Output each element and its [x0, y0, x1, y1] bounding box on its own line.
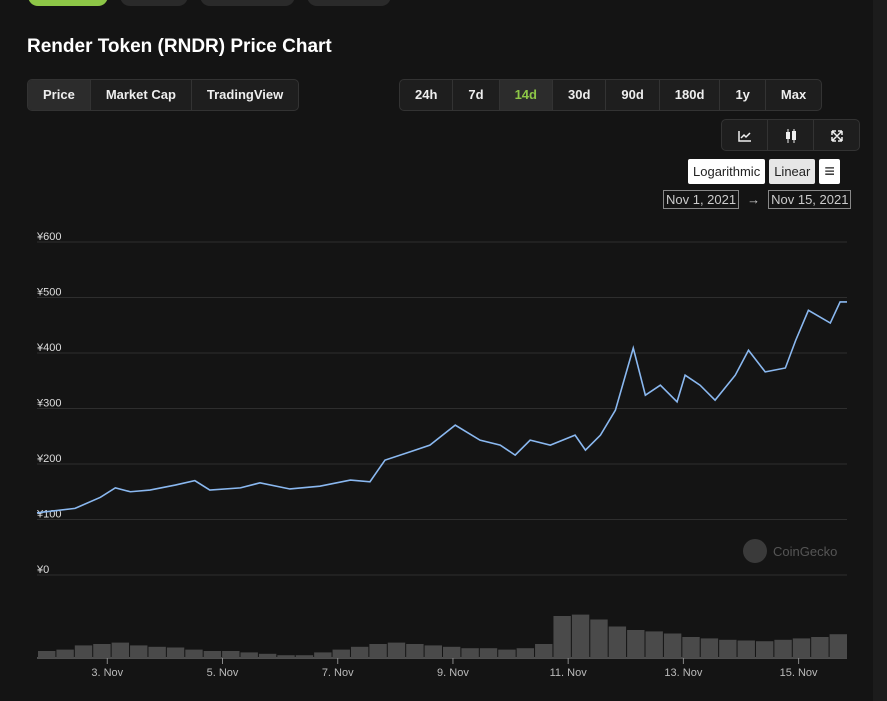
range-14d[interactable]: 14d [499, 80, 553, 110]
volume-bar [663, 633, 682, 658]
top-tab[interactable] [307, 0, 391, 6]
volume-bar [608, 626, 627, 658]
volume-bar [811, 637, 829, 658]
top-tab-overview[interactable] [28, 0, 108, 6]
volume-bar [406, 644, 424, 658]
volume-bar [590, 619, 608, 658]
volume-bar [74, 645, 93, 658]
scrollbar[interactable] [873, 0, 887, 701]
x-tick-label: 7. Nov [322, 667, 354, 679]
volume-bar [148, 646, 166, 658]
y-tick-label: ¥400 [36, 342, 61, 354]
y-tick-label: ¥600 [36, 231, 61, 243]
x-tick-label: 11. Nov [550, 667, 588, 679]
volume-bar [755, 641, 774, 658]
volume-bar [516, 648, 535, 658]
chart-type-buttons [721, 119, 860, 151]
volume-bar [222, 651, 240, 658]
range-max[interactable]: Max [780, 87, 807, 102]
linear-button[interactable]: Linear [769, 159, 816, 184]
volume-bar [774, 639, 792, 658]
view-tabs: Price Market Cap TradingView [27, 79, 300, 111]
menu-icon[interactable]: ≡ [819, 159, 840, 184]
watermark-text: CoinGecko [773, 544, 837, 559]
volume-bar [829, 634, 847, 658]
range-tabs: 24h 7d 14d 30d 90d 180d 1y Max [399, 79, 823, 111]
volume-bar [111, 642, 130, 658]
price-line [36, 301, 847, 514]
volume-bar [314, 652, 332, 658]
tab-tradingview[interactable]: TradingView [206, 87, 284, 102]
y-tick-label: ¥300 [36, 398, 61, 410]
logarithmic-button[interactable]: Logarithmic [688, 159, 766, 184]
volume-bar [166, 647, 185, 658]
x-tick-label: 9. Nov [437, 667, 469, 679]
volume-bar [792, 638, 811, 658]
volume-bar [93, 644, 111, 658]
top-tab[interactable] [120, 0, 188, 6]
x-tick-label: 15. Nov [780, 667, 818, 679]
y-tick-label: ¥0 [36, 564, 49, 576]
date-to-input[interactable]: Nov 15, 2021 [768, 190, 852, 209]
volume-bar [332, 649, 350, 658]
arrow-icon: → [747, 192, 761, 207]
volume-bar [240, 652, 258, 658]
volume-bar [56, 649, 74, 658]
coingecko-watermark: CoinGecko [743, 539, 837, 563]
range-24h[interactable]: 24h [400, 80, 454, 110]
volume-bar [627, 630, 645, 658]
candlestick-icon[interactable] [768, 120, 814, 150]
date-from-input[interactable]: Nov 1, 2021 [663, 190, 740, 209]
volume-bar [645, 631, 663, 658]
volume-bar [535, 644, 553, 658]
x-tick-label: 5. Nov [207, 667, 239, 679]
x-tick-label: 3. Nov [91, 667, 123, 679]
range-1y[interactable]: 1y [720, 80, 766, 110]
top-tab[interactable] [200, 0, 295, 6]
volume-bar [130, 645, 148, 658]
volume-bar [700, 638, 719, 658]
volume-bar [737, 640, 755, 658]
date-range: Nov 1, 2021 → Nov 15, 2021 [663, 190, 852, 209]
volume-bar [258, 653, 277, 658]
range-180d[interactable]: 180d [660, 80, 721, 110]
volume-bar [443, 646, 461, 658]
range-7d[interactable]: 7d [453, 80, 500, 110]
tab-price[interactable]: Price [28, 80, 91, 110]
volume-bar [498, 649, 516, 658]
fullscreen-icon[interactable] [814, 120, 859, 150]
volume-bar [38, 651, 56, 658]
volume-bar [350, 646, 369, 658]
page-title: Render Token (RNDR) Price Chart [27, 36, 332, 57]
y-tick-label: ¥500 [36, 287, 61, 299]
scale-toggle: Logarithmic Linear ≡ [688, 159, 840, 184]
volume-bar [479, 648, 498, 658]
volume-bar [719, 639, 737, 658]
tab-market-cap[interactable]: Market Cap [91, 80, 192, 110]
volume-bar [553, 616, 571, 658]
range-30d[interactable]: 30d [553, 80, 607, 110]
y-tick-label: ¥200 [36, 453, 61, 465]
volume-bar [682, 637, 700, 658]
volume-bar [277, 655, 295, 658]
volume-bar [369, 644, 387, 658]
volume-bar [185, 649, 203, 658]
volume-bar [424, 645, 442, 658]
volume-bar [461, 648, 479, 658]
range-90d[interactable]: 90d [606, 80, 660, 110]
volume-bar [203, 651, 222, 658]
line-chart-icon[interactable] [722, 120, 768, 150]
x-tick-label: 13. Nov [664, 667, 702, 679]
volume-bar [295, 655, 314, 658]
volume-bar [571, 614, 590, 658]
volume-bar [387, 642, 406, 658]
y-tick-label: ¥100 [36, 509, 61, 521]
